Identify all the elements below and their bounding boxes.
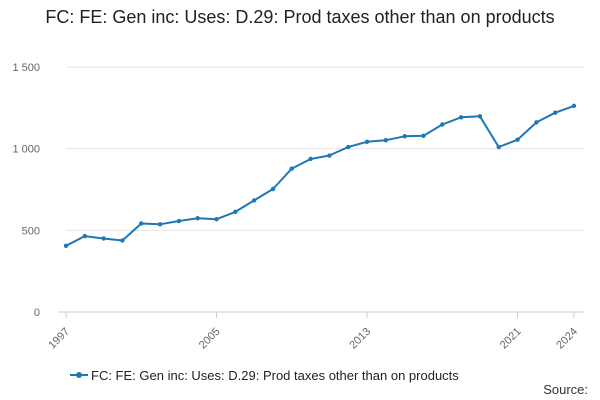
source-label: Source: [543, 382, 588, 397]
data-point[interactable] [346, 144, 351, 150]
data-point[interactable] [270, 186, 276, 192]
data-point[interactable] [308, 156, 313, 162]
data-point[interactable] [82, 233, 88, 239]
chart-title: FC: FE: Gen inc: Uses: D.29: Prod taxes … [45, 7, 555, 27]
legend-label: FC: FE: Gen inc: Uses: D.29: Prod taxes … [91, 367, 459, 383]
data-point[interactable] [233, 209, 238, 215]
data-point[interactable] [552, 110, 558, 115]
data-point[interactable] [571, 103, 577, 109]
legend-swatch-icon [70, 369, 88, 381]
data-point[interactable] [477, 114, 483, 119]
data-point[interactable] [157, 222, 163, 227]
data-point[interactable] [402, 134, 407, 139]
y-tick-label: 0 [34, 307, 40, 319]
y-tick-label: 1 500 [12, 62, 40, 74]
data-point[interactable] [289, 166, 294, 171]
data-point[interactable] [383, 137, 389, 143]
series [63, 103, 577, 249]
x-tick-label: 2024 [554, 326, 580, 352]
x-tick-label: 2021 [498, 326, 524, 352]
data-point[interactable] [63, 243, 69, 249]
data-point[interactable] [458, 115, 464, 120]
series-line [65, 104, 575, 247]
y-tick-label: 500 [22, 225, 40, 237]
data-point[interactable] [496, 144, 501, 150]
data-point[interactable] [421, 133, 426, 138]
data-point[interactable] [120, 238, 125, 243]
data-point[interactable] [214, 217, 219, 222]
gridlines [66, 66, 584, 231]
data-point[interactable] [515, 137, 520, 142]
data-point[interactable] [534, 120, 539, 125]
data-point[interactable] [251, 198, 257, 203]
tick-labels: 0 500 1 000 1 500 1997 2005 2013 2021 2024 [12, 62, 580, 351]
data-point[interactable] [139, 221, 144, 226]
x-tick-label: 2013 [347, 326, 373, 352]
legend[interactable]: FC: FE: Gen inc: Uses: D.29: Prod taxes … [70, 366, 459, 384]
x-tick-label: 1997 [46, 326, 72, 352]
data-point[interactable] [327, 153, 332, 158]
data-point[interactable] [101, 236, 106, 241]
data-point[interactable] [195, 216, 200, 221]
data-point[interactable] [176, 218, 182, 224]
data-point[interactable] [364, 139, 370, 145]
axes [58, 311, 584, 318]
x-tick-label: 2005 [197, 326, 223, 352]
data-point[interactable] [440, 122, 445, 127]
y-tick-label: 1 000 [12, 144, 40, 156]
